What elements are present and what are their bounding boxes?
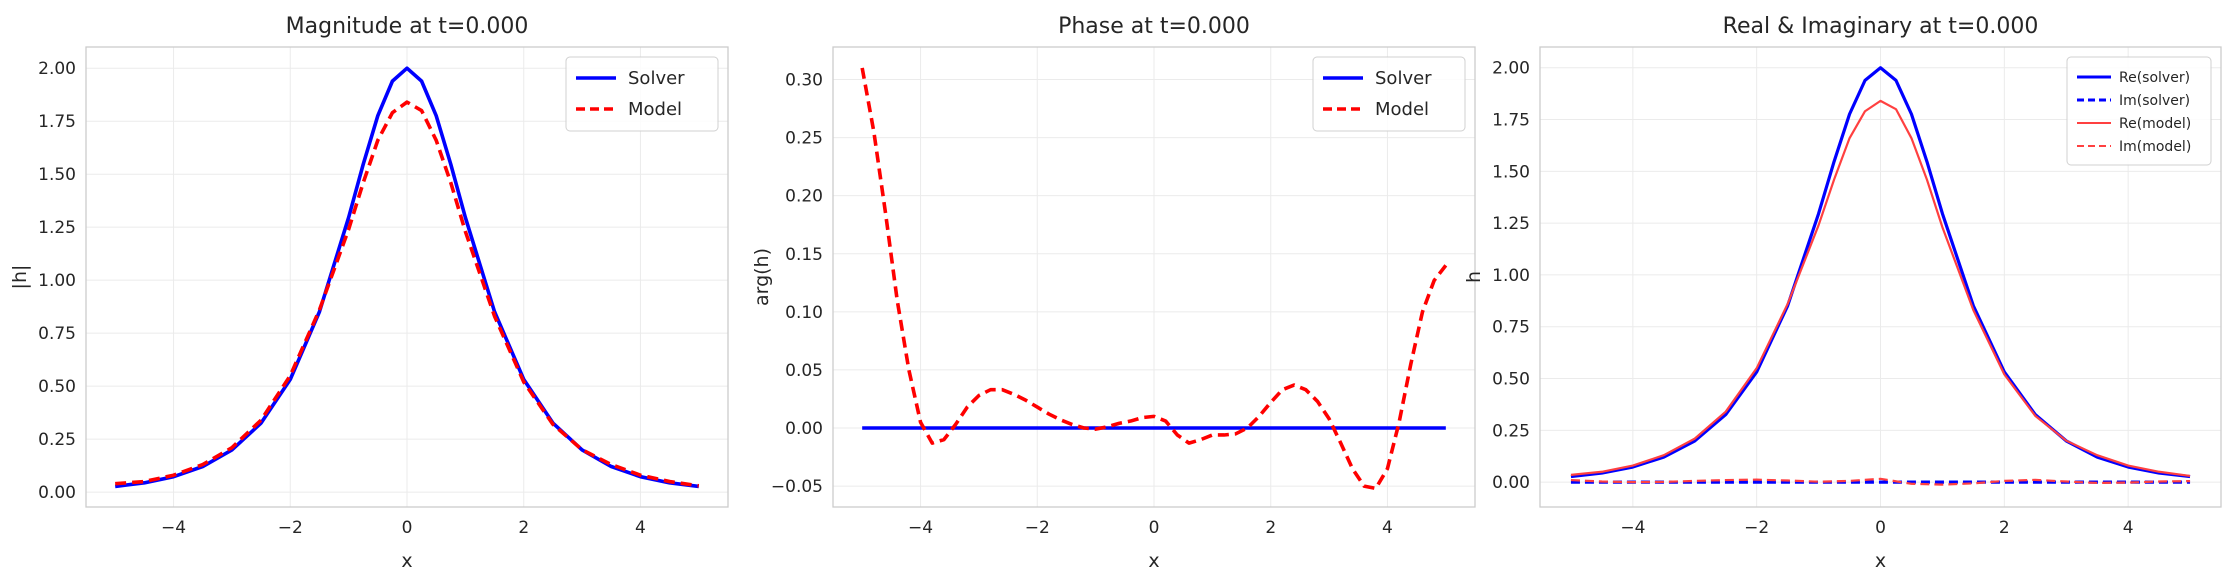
y-tick-label: 2.00 <box>38 59 76 79</box>
y-tick-label: 0.25 <box>38 430 76 450</box>
legend-label: Solver <box>628 68 685 89</box>
y-tick-label: 1.75 <box>38 112 76 132</box>
y-tick-label: 1.25 <box>38 218 76 238</box>
y-axis-label: arg(h) <box>751 248 773 306</box>
legend-label: Re(solver) <box>2119 70 2190 86</box>
x-tick-label: 4 <box>635 518 646 538</box>
x-tick-label: −2 <box>278 518 303 538</box>
y-axis-label: h <box>1463 271 1485 283</box>
plot-frame <box>1539 46 2222 508</box>
y-axis-label: |h| <box>9 265 31 290</box>
legend-box <box>2066 56 2212 166</box>
y-tick-label: 0.00 <box>1492 473 1530 493</box>
x-tick-label: 2 <box>1999 518 2010 538</box>
y-tick-label: 1.25 <box>1492 214 1530 234</box>
y-tick-label: 1.00 <box>38 271 76 291</box>
x-tick-label: −4 <box>908 518 933 538</box>
x-axis-label: x <box>1148 550 1159 572</box>
legend: Solver Model <box>565 56 719 132</box>
chart-panel-2: −4 −2 0 2 4 −0.05 0.00 0.05 0.10 0.15 0.20 0.25 0.30… <box>751 14 1476 572</box>
x-tick-label: 0 <box>1149 518 1160 538</box>
legend: Re(solver) Im(solver) Re(model) Im(model) <box>2066 56 2212 166</box>
y-tick-label: 0.25 <box>785 129 823 149</box>
x-tick-label: 0 <box>402 518 413 538</box>
series-line-im-model <box>1570 477 2191 486</box>
y-tick-label: 1.50 <box>1492 162 1530 182</box>
chart-title: Phase at t=0.000 <box>1058 14 1250 39</box>
x-tick-label: −2 <box>1744 518 1769 538</box>
legend-label: Im(solver) <box>2119 93 2190 109</box>
x-tick-label: 4 <box>1382 518 1393 538</box>
x-tick-label: 2 <box>1265 518 1276 538</box>
y-tick-label: 0.75 <box>1492 318 1530 338</box>
x-tick-label: −4 <box>1620 518 1645 538</box>
series-line-model <box>115 100 700 488</box>
y-tick-label: 0.10 <box>785 303 823 323</box>
series-line-solver <box>114 66 700 489</box>
x-tick-label: −4 <box>161 518 186 538</box>
x-tick-label: 4 <box>2123 518 2134 538</box>
legend-label: Im(model) <box>2119 139 2191 155</box>
chart-title: Real & Imaginary at t=0.000 <box>1723 14 2039 39</box>
legend-label: Solver <box>1375 68 1432 89</box>
x-tick-label: 2 <box>518 518 529 538</box>
chart-panel-3: −4 −2 0 2 4 0.00 0.25 0.50 0.75 1.00 1.25 1.50 1.75 2… <box>1463 14 2222 572</box>
series-line-model <box>860 67 1448 491</box>
legend-box <box>1312 56 1466 132</box>
x-tick-label: −2 <box>1025 518 1050 538</box>
y-tick-label: 1.75 <box>1492 111 1530 131</box>
y-tick-label: 0.30 <box>785 71 823 91</box>
chart-panel-1: −4 −2 0 2 4 0.00 0.25 0.50 0.75 1.00 1.25 1.50 1.75 2… <box>9 14 729 572</box>
legend-label: Model <box>628 99 682 120</box>
y-tick-label: 0.00 <box>38 483 76 503</box>
legend-label: Model <box>1375 99 1429 120</box>
y-tick-label: 1.00 <box>1492 266 1530 286</box>
legend-box <box>565 56 719 132</box>
plot-frame <box>832 46 1476 508</box>
chart-title: Magnitude at t=0.000 <box>286 14 529 39</box>
legend: Solver Model <box>1312 56 1466 132</box>
y-tick-label: 0.50 <box>1492 370 1530 390</box>
x-axis-label: x <box>401 550 412 572</box>
x-tick-label: 0 <box>1875 518 1886 538</box>
y-tick-label: 0.15 <box>785 245 823 265</box>
legend-label: Re(model) <box>2119 116 2191 132</box>
y-tick-label: 0.05 <box>785 361 823 381</box>
y-tick-label: 0.25 <box>1492 421 1530 441</box>
y-tick-label: −0.05 <box>771 477 823 497</box>
plot-frame <box>85 46 729 508</box>
series-line-re-model <box>1570 99 2191 478</box>
y-tick-label: 1.50 <box>38 165 76 185</box>
y-tick-label: 2.00 <box>1492 59 1530 79</box>
y-tick-label: 0.50 <box>38 377 76 397</box>
y-tick-label: 0.75 <box>38 324 76 344</box>
y-tick-label: 0.20 <box>785 187 823 207</box>
y-tick-label: 0.00 <box>785 419 823 439</box>
x-axis-label: x <box>1875 550 1886 572</box>
